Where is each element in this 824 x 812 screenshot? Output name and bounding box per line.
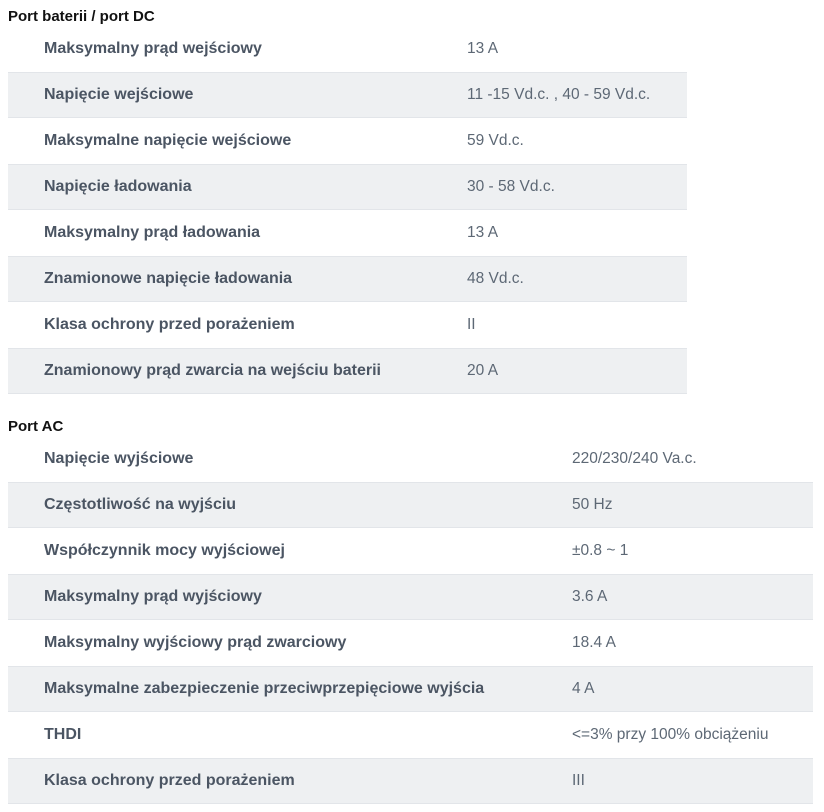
- spec-label: Maksymalny prąd wyjściowy: [44, 588, 262, 605]
- spec-value: 13 A: [467, 224, 499, 241]
- spec-value: II: [467, 316, 476, 333]
- spec-label: Napięcie wejściowe: [44, 86, 194, 103]
- table-row: Znamionowy prąd zwarcia na wejściu bater…: [8, 348, 687, 394]
- table-row: Maksymalne zabezpieczenie przeciwprzepię…: [8, 666, 813, 712]
- spec-value: 18.4 A: [572, 634, 616, 651]
- spec-rows: Maksymalny prąd wejściowy 13 A Napięcie …: [8, 26, 824, 394]
- spec-value: 11 -15 Vd.c. , 40 - 59 Vd.c.: [467, 86, 651, 103]
- table-row: Znamionowe napięcie ładowania 48 Vd.c.: [8, 256, 687, 302]
- table-row: Maksymalny prąd wyjściowy 3.6 A: [8, 574, 813, 620]
- table-row: Częstotliwość na wyjściu 50 Hz: [8, 482, 813, 528]
- spec-value: 13 A: [467, 40, 499, 57]
- spec-value: <=3% przy 100% obciążeniu: [572, 726, 769, 743]
- spec-value: 59 Vd.c.: [467, 132, 524, 149]
- spec-label: Maksymalne zabezpieczenie przeciwprzepię…: [44, 680, 485, 697]
- table-row: Klasa ochrony przed porażeniem III: [8, 758, 813, 804]
- section-battery-dc-port: Port baterii / port DC Maksymalny prąd w…: [0, 7, 824, 394]
- table-row: Maksymalny prąd ładowania 13 A: [8, 210, 687, 256]
- spec-label: Znamionowy prąd zwarcia na wejściu bater…: [44, 362, 381, 379]
- spec-label: Współczynnik mocy wyjściowej: [44, 542, 285, 559]
- spec-value: 30 - 58 Vd.c.: [467, 178, 555, 195]
- table-row: Maksymalny wyjściowy prąd zwarciowy 18.4…: [8, 620, 813, 666]
- table-row: THDI <=3% przy 100% obciążeniu: [8, 712, 813, 758]
- spec-value: 4 A: [572, 680, 595, 697]
- spec-label: Maksymalny wyjściowy prąd zwarciowy: [44, 634, 347, 651]
- section-ac-port: Port AC Napięcie wyjściowe 220/230/240 V…: [0, 417, 824, 804]
- spec-value: 3.6 A: [572, 588, 608, 605]
- table-row: Klasa ochrony przed porażeniem II: [8, 302, 687, 348]
- spec-label: Klasa ochrony przed porażeniem: [44, 772, 295, 789]
- table-row: Maksymalne napięcie wejściowe 59 Vd.c.: [8, 118, 687, 164]
- section-title: Port baterii / port DC: [8, 8, 155, 25]
- spec-value: ±0.8 ~ 1: [572, 542, 629, 559]
- table-row: Napięcie wejściowe 11 -15 Vd.c. , 40 - 5…: [8, 72, 687, 118]
- spec-label: Znamionowe napięcie ładowania: [44, 270, 293, 287]
- spec-label: Klasa ochrony przed porażeniem: [44, 316, 295, 333]
- spec-label: Maksymalny prąd wejściowy: [44, 40, 262, 57]
- spec-label: Częstotliwość na wyjściu: [44, 496, 237, 513]
- spec-value: 50 Hz: [572, 496, 613, 513]
- table-row: Współczynnik mocy wyjściowej ±0.8 ~ 1: [8, 528, 813, 574]
- table-row: Napięcie ładowania 30 - 58 Vd.c.: [8, 164, 687, 210]
- spec-value: 220/230/240 Va.c.: [572, 450, 697, 467]
- section-title: Port AC: [8, 418, 64, 435]
- spec-value: 20 A: [467, 362, 499, 379]
- spec-rows: Napięcie wyjściowe 220/230/240 Va.c. Czę…: [8, 436, 824, 804]
- spec-value: 48 Vd.c.: [467, 270, 524, 287]
- spec-value: III: [572, 772, 585, 789]
- table-row: Napięcie wyjściowe 220/230/240 Va.c.: [8, 436, 813, 482]
- spec-label: Maksymalne napięcie wejściowe: [44, 132, 292, 149]
- spec-label: Napięcie ładowania: [44, 178, 192, 195]
- spec-label: Napięcie wyjściowe: [44, 450, 194, 467]
- spec-label: Maksymalny prąd ładowania: [44, 224, 261, 241]
- spec-label: THDI: [44, 726, 82, 743]
- table-row: Maksymalny prąd wejściowy 13 A: [8, 26, 687, 72]
